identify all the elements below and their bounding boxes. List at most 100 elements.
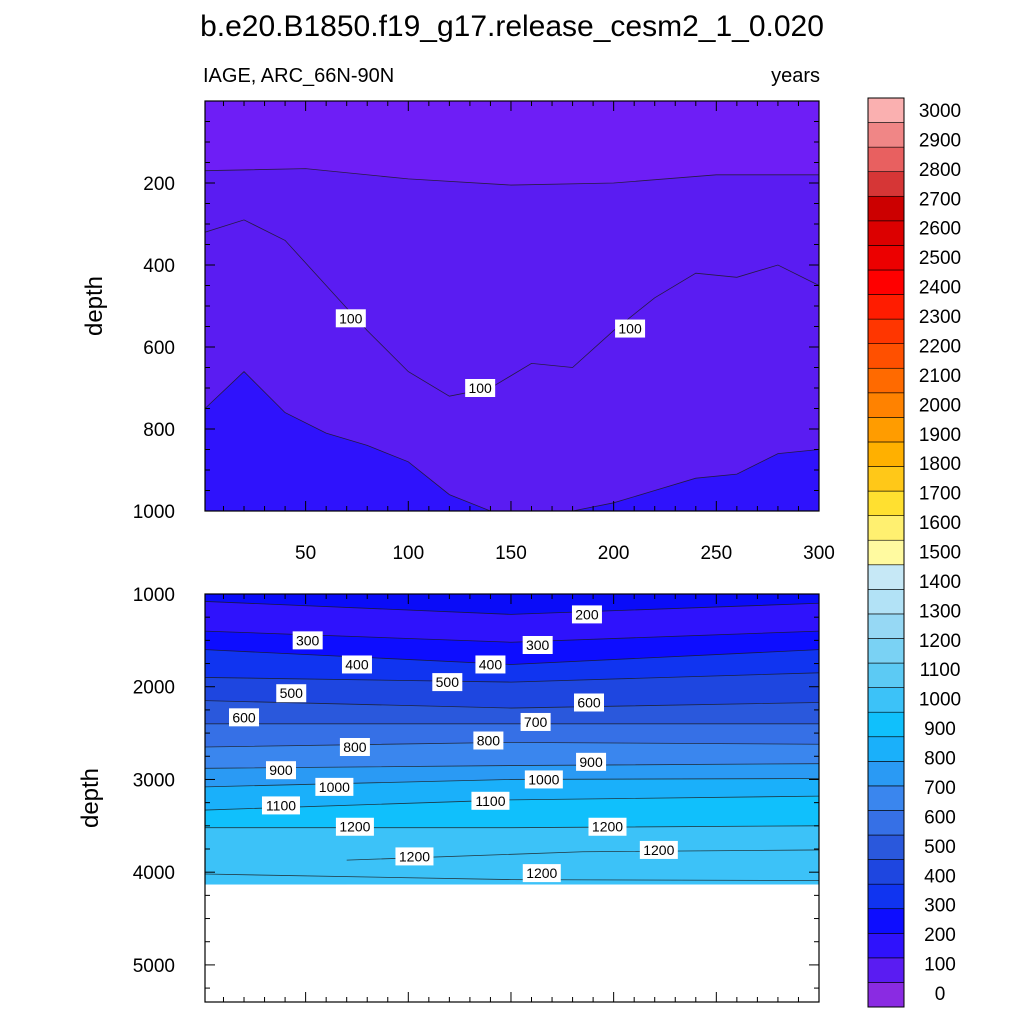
colorbar-label: 2000 xyxy=(919,395,961,416)
colorbar-label: 1700 xyxy=(919,484,961,505)
colorbar-label: 400 xyxy=(924,866,956,887)
colorbar-swatch xyxy=(867,294,905,320)
contour-label: 400 xyxy=(475,655,506,674)
colorbar-swatch xyxy=(867,220,905,246)
colorbar-swatch xyxy=(867,269,905,295)
colorbar-label: 3000 xyxy=(919,101,961,122)
colorbar-swatch xyxy=(867,638,905,664)
contour-label-text: 100 xyxy=(618,321,642,337)
colorbar-label: 300 xyxy=(924,896,956,917)
contour-label-box xyxy=(261,796,300,815)
contour-label-box xyxy=(615,319,646,338)
contour-label-text: 500 xyxy=(436,674,460,690)
y-axis-title: depth xyxy=(81,276,108,336)
colorbar-label: 2500 xyxy=(919,248,961,269)
colorbar-swatch xyxy=(867,417,905,443)
contour-label-box xyxy=(335,309,366,328)
contour-label: 1200 xyxy=(395,847,434,866)
colorbar-label: 600 xyxy=(924,807,956,828)
contour-label: 1000 xyxy=(524,770,563,789)
contour-label: 300 xyxy=(292,631,323,650)
contour-label-box xyxy=(475,655,506,674)
contour-label-box xyxy=(465,379,496,397)
contour-label-text: 600 xyxy=(577,694,601,710)
colorbar-swatch xyxy=(867,392,905,418)
x-axis: 50 100 150 200 250 300 xyxy=(222,101,835,564)
contour-label: 100 xyxy=(335,309,366,328)
contour-label-text: 800 xyxy=(343,739,367,755)
colorbar-label: 1500 xyxy=(919,543,961,564)
contour-label-box xyxy=(335,817,374,836)
contour-label-box xyxy=(588,817,627,836)
contour-line xyxy=(205,700,819,709)
colorbar-swatch xyxy=(867,367,905,394)
y-tick-label: 5000 xyxy=(133,956,175,977)
colorbar-swatch xyxy=(867,441,905,467)
figure-title: b.e20.B1850.f19_g17.release_cesm2_1_0.02… xyxy=(200,10,824,43)
contour-label-box xyxy=(574,693,605,712)
y-axis: 200 400 600 800 1000 depth xyxy=(81,100,819,523)
y-axis: 1000 2000 3000 4000 5000 depth xyxy=(77,585,819,989)
colorbar-label: 2700 xyxy=(919,189,961,210)
contour-label-box xyxy=(315,777,354,796)
contour-label-text: 200 xyxy=(575,606,599,622)
contour-label-text: 1200 xyxy=(399,848,430,864)
colorbar-label: 1400 xyxy=(919,572,961,593)
contour-label-text: 1200 xyxy=(339,819,370,835)
colorbar-label: 2600 xyxy=(919,219,961,240)
contour-label: 1100 xyxy=(261,796,300,815)
colorbar-swatch xyxy=(867,687,905,713)
contour-label-box xyxy=(339,738,370,756)
colorbar-swatch xyxy=(867,736,905,762)
contour-label-box xyxy=(471,791,510,810)
contour-label-text: 800 xyxy=(477,733,501,749)
colorbar-label: 0 xyxy=(935,984,946,1005)
contour-label-text: 400 xyxy=(345,656,369,672)
contour-label: 800 xyxy=(473,731,504,750)
colorbar-swatch xyxy=(867,834,905,860)
y-tick-label: 400 xyxy=(143,256,175,277)
contour-label: 500 xyxy=(276,684,307,703)
colorbar-frame xyxy=(867,97,905,1008)
contour-label-box xyxy=(265,761,296,780)
contour-label-box xyxy=(395,847,434,866)
contour-label-box xyxy=(276,684,307,703)
contour-line xyxy=(205,672,819,683)
x-tick-label: 300 xyxy=(803,543,835,564)
contour-label-box xyxy=(520,712,551,731)
contour-label-text: 700 xyxy=(524,714,548,730)
contour-label: 100 xyxy=(615,319,646,338)
contour-line xyxy=(205,649,819,665)
contour-line xyxy=(205,371,819,511)
contour-label: 200 xyxy=(571,605,602,624)
x-tick-label: 250 xyxy=(700,543,732,564)
contour-line xyxy=(205,601,819,615)
contour-label: 1000 xyxy=(315,777,354,796)
colorbar-swatch xyxy=(867,613,905,639)
colorbar-swatch xyxy=(867,146,905,173)
plot-frame xyxy=(204,593,820,1003)
colorbar-label: 2300 xyxy=(919,307,961,328)
colorbar-swatch xyxy=(867,466,905,492)
contour-band xyxy=(346,849,819,885)
contour-label-text: 100 xyxy=(339,310,363,326)
colorbar-swatch xyxy=(867,245,905,271)
contour-labels: 100 100 100 xyxy=(335,309,646,397)
contour-label-text: 1200 xyxy=(643,842,674,858)
colorbar-label: 100 xyxy=(924,955,956,976)
x-axis xyxy=(222,594,820,1002)
colorbar-swatch xyxy=(867,122,905,148)
lower-depth-panel: 200 300 300 400 400 500 500 600 600 700 800 800 900 9… xyxy=(77,585,820,1003)
y-tick-label: 2000 xyxy=(133,678,175,699)
contour-label-text: 1000 xyxy=(319,779,350,795)
contour-label: 500 xyxy=(432,673,463,692)
contour-line xyxy=(205,873,819,881)
contour-label: 1200 xyxy=(588,817,627,836)
contour-label-box xyxy=(229,708,260,727)
contour-label-text: 1200 xyxy=(526,865,557,881)
upper-depth-panel: 100 100 100 200 400 600 800 1000 depth 50 100 150 20… xyxy=(81,100,835,564)
contour-label: 400 xyxy=(341,655,372,674)
variable-region-label: IAGE, ARC_66N-90N xyxy=(203,65,394,87)
contour-label: 1200 xyxy=(522,864,561,883)
colorbar-swatch xyxy=(867,908,905,934)
